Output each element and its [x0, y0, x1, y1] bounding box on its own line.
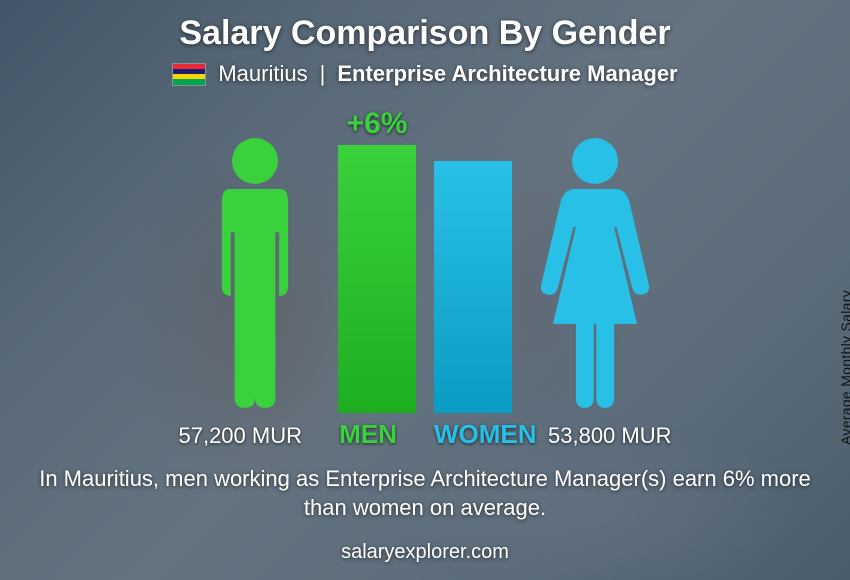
country-label: Mauritius	[218, 61, 307, 87]
men-side	[190, 133, 320, 413]
source-footer: salaryexplorer.com	[341, 541, 509, 564]
men-amount: 57,200 MUR	[152, 423, 302, 449]
men-bar	[338, 145, 416, 413]
women-bar-wrap	[434, 103, 512, 413]
difference-label: +6%	[347, 107, 408, 141]
mauritius-flag-icon	[172, 63, 206, 86]
men-label: MEN	[320, 419, 416, 450]
men-bar-wrap: +6%	[338, 103, 416, 413]
summary-text: In Mauritius, men working as Enterprise …	[35, 464, 815, 523]
women-label: WOMEN	[434, 419, 530, 450]
woman-icon	[530, 133, 660, 413]
flag-stripe	[173, 79, 205, 84]
y-axis-label: Average Monthly Salary	[838, 290, 850, 445]
man-icon	[190, 133, 320, 413]
infographic-content: Salary Comparison By Gender Mauritius | …	[0, 0, 850, 580]
women-side	[530, 133, 660, 413]
women-bar	[434, 161, 512, 413]
subtitle-row: Mauritius | Enterprise Architecture Mana…	[172, 61, 677, 87]
job-title-label: Enterprise Architecture Manager	[337, 61, 677, 87]
labels-row: 57,200 MUR MEN WOMEN 53,800 MUR	[0, 419, 850, 450]
women-amount: 53,800 MUR	[548, 423, 698, 449]
chart-area: +6%	[0, 93, 850, 413]
page-title: Salary Comparison By Gender	[179, 14, 670, 53]
separator: |	[320, 61, 326, 87]
